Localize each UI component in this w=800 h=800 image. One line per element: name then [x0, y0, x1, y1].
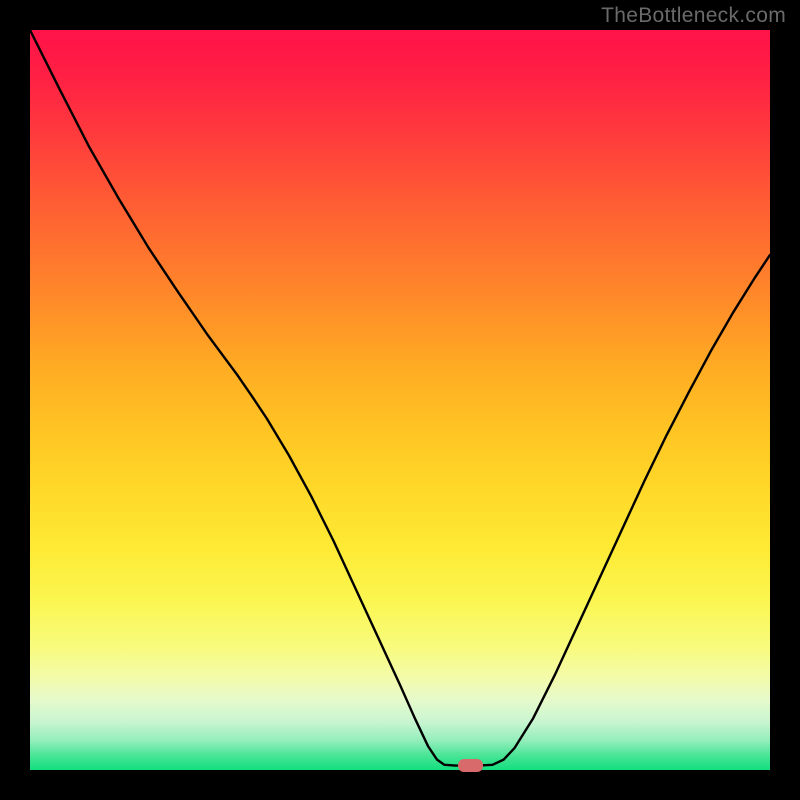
curve-path: [30, 30, 770, 766]
minimum-marker: [458, 759, 483, 772]
bottleneck-curve: [30, 30, 770, 770]
plot-area: [30, 30, 770, 770]
watermark-text: TheBottleneck.com: [601, 4, 786, 28]
